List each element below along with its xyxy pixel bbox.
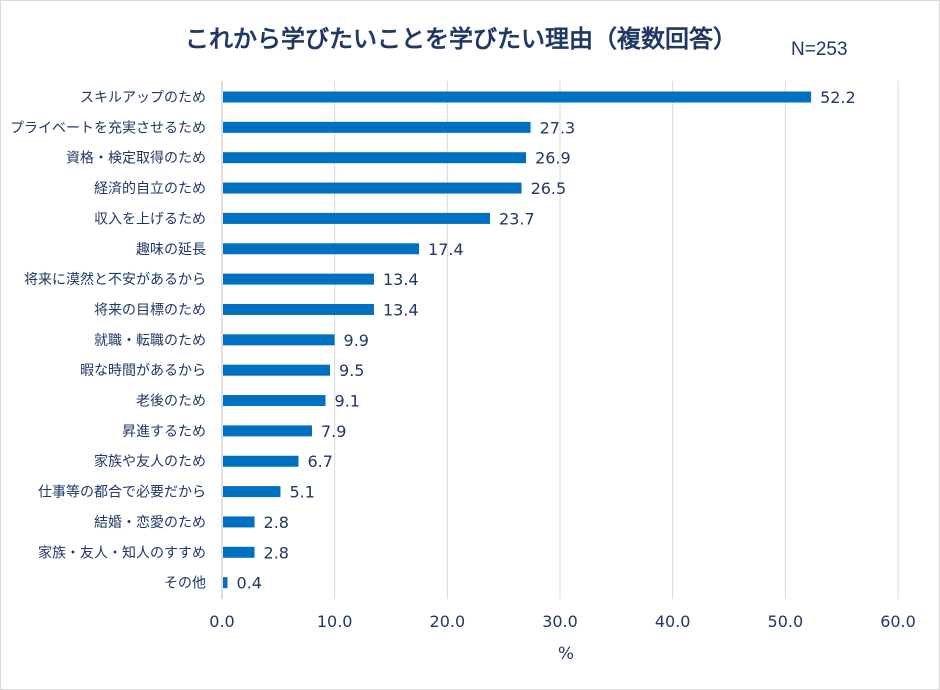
bar [223,152,527,164]
category-label: 将来に漠然と不安があるから [24,271,206,288]
data-label: 13.4 [383,270,419,289]
category-label: 暇な時間があるから [80,363,206,379]
bar [223,303,374,315]
category-label: その他 [164,576,206,592]
category-label: 資格・検定取得のため [66,150,206,167]
bar [223,273,374,285]
bar [223,516,255,528]
data-label: 52.2 [820,88,856,107]
bar [223,212,491,224]
x-tick-label: 50.0 [768,612,804,631]
data-label: 2.8 [264,543,289,562]
data-label: 7.9 [321,422,346,441]
bar [223,546,255,558]
bar [223,425,313,437]
bar [223,91,812,103]
data-label: 26.5 [531,179,567,198]
data-label: 17.4 [428,240,464,259]
bar [223,395,326,407]
bar [223,577,228,589]
category-label: 経済的自立のため [94,181,206,197]
bar [223,182,522,194]
bar [223,455,299,467]
data-label: 23.7 [499,209,535,228]
data-label: 9.9 [344,331,369,350]
category-label: 結婚・恋愛のため [94,514,206,531]
category-label: 家族や友人のため [94,453,206,470]
sample-size-label: N=253 [791,39,848,60]
category-label: 昇進するため [122,424,206,440]
data-label: 27.3 [540,118,576,137]
x-tick-label: 60.0 [880,612,916,631]
data-label: 26.9 [535,149,571,168]
category-label: 家族・友人・知人のすすめ [38,544,206,561]
data-label: 2.8 [264,513,289,532]
category-label: 趣味の延長 [136,242,206,258]
data-label: 9.5 [339,361,364,380]
data-label: 5.1 [289,483,314,502]
bar [223,486,281,498]
bar [223,364,331,376]
category-label: 仕事等の都合で必要だから [38,484,206,501]
x-tick-label: 0.0 [209,612,234,631]
bar [223,334,335,346]
data-label: 13.4 [383,300,419,319]
category-label: プライベートを充実させるため [10,120,206,136]
category-label: 収入を上げるため [94,211,206,227]
category-label: 就職・転職のため [94,333,206,349]
x-tick-label: 30.0 [542,612,578,631]
bar [223,243,420,255]
data-label: 0.4 [237,574,262,593]
chart-title: これから学びたいことを学びたい理由（複数回答） [185,25,737,53]
bar [223,121,531,133]
x-tick-label: 10.0 [317,612,353,631]
x-tick-label: 40.0 [655,612,691,631]
category-label: 将来の目標のため [94,302,206,318]
data-label: 9.1 [335,392,360,411]
x-tick-label: 20.0 [430,612,466,631]
data-label: 6.7 [307,452,332,471]
x-axis-title: % [558,644,574,664]
category-label: スキルアップのため [80,90,206,106]
category-label: 老後のため [136,394,206,410]
